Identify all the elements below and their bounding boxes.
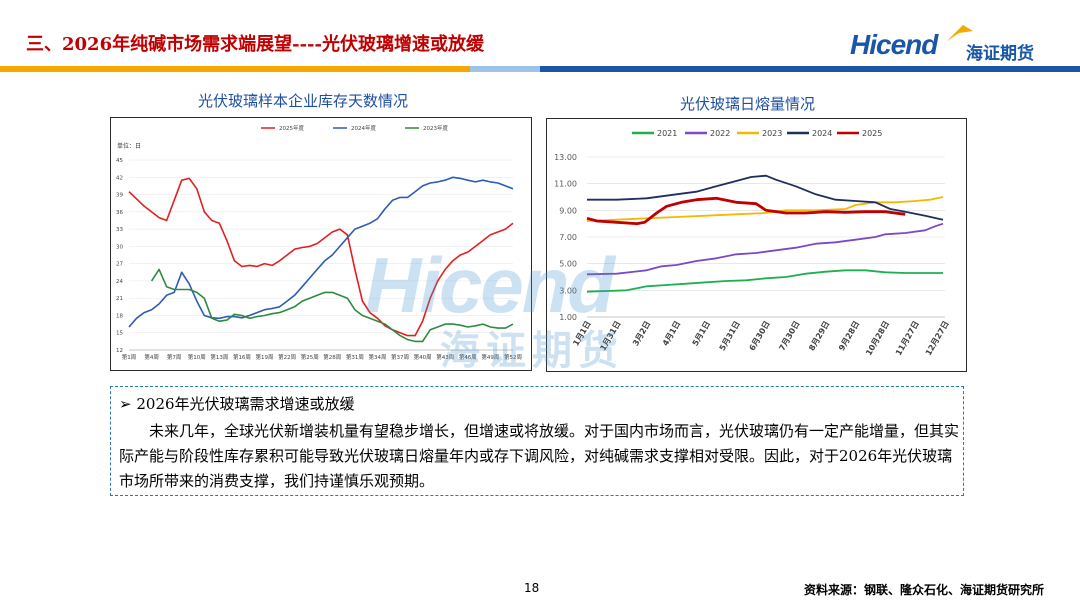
y-tick-label: 15 xyxy=(116,331,123,337)
y-tick-label: 13.00 xyxy=(554,153,577,162)
x-tick-label: 第10周 xyxy=(188,353,206,361)
bullet-arrow-icon: ➢ xyxy=(119,395,132,413)
legend-label: 2022 xyxy=(710,129,730,138)
y-tick-label: 39 xyxy=(116,193,123,199)
header-stripe-right xyxy=(540,66,1080,72)
x-tick-label: 第37周 xyxy=(391,353,409,361)
x-tick-label: 第52周 xyxy=(504,353,522,361)
right-chart-title: 光伏玻璃日熔量情况 xyxy=(680,95,816,113)
y-tick-label: 33 xyxy=(116,227,123,233)
x-tick-label: 第25周 xyxy=(301,353,319,361)
x-tick-label: 1月31日 xyxy=(598,320,622,353)
x-tick-label: 第31周 xyxy=(346,353,364,361)
y-tick-label: 24 xyxy=(116,279,123,285)
x-tick-label: 9月28日 xyxy=(837,320,861,353)
legend-label: 2024 xyxy=(812,129,832,138)
x-tick-label: 5月1日 xyxy=(691,320,712,348)
x-tick-label: 11月27日 xyxy=(894,320,921,358)
series-line-2022 xyxy=(586,222,944,276)
x-tick-label: 第4周 xyxy=(144,353,159,361)
x-tick-label: 第28周 xyxy=(323,353,341,361)
y-tick-label: 45 xyxy=(116,158,123,164)
y-tick-label: 36 xyxy=(116,210,123,216)
x-tick-label: 第1周 xyxy=(122,353,137,361)
commentary-heading: ➢ 2026年光伏玻璃需求增速或放缓 xyxy=(119,393,355,414)
legend-label: 2024年度 xyxy=(351,124,376,132)
page-title: 三、2026年纯碱市场需求端展望----光伏玻璃增速或放缓 xyxy=(26,34,484,55)
x-tick-label: 第7周 xyxy=(167,353,182,361)
x-tick-label: 5月31日 xyxy=(718,320,742,353)
y-tick-label: 21 xyxy=(116,296,123,302)
series-line-2024 xyxy=(587,174,944,221)
legend-label: 2023年度 xyxy=(423,124,448,132)
y-tick-label: 18 xyxy=(116,313,123,319)
y-tick-label: 27 xyxy=(116,262,123,268)
y-tick-label: 1.00 xyxy=(559,313,577,322)
y-tick-label: 5.00 xyxy=(559,260,577,269)
x-tick-label: 第40周 xyxy=(414,353,432,361)
x-tick-label: 第43周 xyxy=(436,353,454,361)
series-line-2025 xyxy=(586,196,906,226)
x-tick-label: 第19周 xyxy=(256,353,274,361)
x-tick-label: 6月30日 xyxy=(748,320,772,353)
legend-label: 2021 xyxy=(657,129,677,138)
x-tick-label: 1月1日 xyxy=(571,320,592,348)
daily-melt-chart: 1.00 3.00 5.00 7.00 9.00 11.00 13.00 1月1日 1月31日 3… xyxy=(546,118,967,372)
commentary-box: ➢ 2026年光伏玻璃需求增速或放缓 未来几年，全球光伏新增装机量有望稳步增长，… xyxy=(110,386,964,496)
header-stripe-left xyxy=(0,66,470,72)
brand-logo: Hicend 海证期货 xyxy=(850,25,1055,67)
page-number: 18 xyxy=(524,581,540,595)
logo-swoosh-icon xyxy=(947,25,973,41)
y-tick-label: 9.00 xyxy=(559,206,577,215)
y-tick-label: 12 xyxy=(116,348,123,354)
x-tick-label: 3月2日 xyxy=(631,320,652,348)
inventory-days-chart: 单位：日 12 15 18 21 24 27 30 33 36 39 42 45 第1周 第4周 第7周 第10… xyxy=(110,117,532,371)
x-tick-label: 12月27日 xyxy=(924,320,951,358)
source-note: 资料来源：钢联、隆众石化、海证期货研究所 xyxy=(803,583,1044,597)
y-tick-label: 30 xyxy=(116,244,123,250)
commentary-heading-text: 2026年光伏玻璃需求增速或放缓 xyxy=(136,395,355,413)
x-tick-label: 第13周 xyxy=(210,353,228,361)
y-tick-label: 7.00 xyxy=(559,233,577,242)
x-tick-label: 8月29日 xyxy=(807,320,831,353)
x-tick-label: 第16周 xyxy=(233,353,251,361)
x-tick-label: 第22周 xyxy=(278,353,296,361)
y-tick-label: 42 xyxy=(116,175,123,181)
x-tick-label: 7月30日 xyxy=(777,320,801,353)
series-line-2023年度 xyxy=(150,268,514,343)
legend-label: 2025 xyxy=(862,129,882,138)
left-chart-title: 光伏玻璃样本企业库存天数情况 xyxy=(198,92,409,110)
series-line-2021 xyxy=(586,269,943,293)
x-tick-label: 10月28日 xyxy=(864,320,891,358)
x-tick-label: 第46周 xyxy=(459,353,477,361)
y-tick-label: 3.00 xyxy=(559,286,577,295)
series-line-2025年度 xyxy=(128,177,514,337)
header-stripe-middle xyxy=(470,66,540,72)
unit-label: 单位：日 xyxy=(117,142,141,150)
commentary-body: 未来几年，全球光伏新增装机量有望稳步增长，但增速或将放缓。对于国内市场而言，光伏… xyxy=(119,422,960,490)
logo-text-cn: 海证期货 xyxy=(966,44,1034,64)
x-tick-label: 第34周 xyxy=(368,353,386,361)
series-line-2024年度 xyxy=(128,176,514,328)
legend-label: 2025年度 xyxy=(279,124,304,132)
y-tick-label: 11.00 xyxy=(554,180,577,189)
legend-label: 2023 xyxy=(762,129,782,138)
series-line-2023 xyxy=(586,196,944,222)
x-tick-label: 第49周 xyxy=(481,353,499,361)
logo-text-en: Hicend xyxy=(850,29,938,60)
x-tick-label: 4月1日 xyxy=(661,320,682,348)
